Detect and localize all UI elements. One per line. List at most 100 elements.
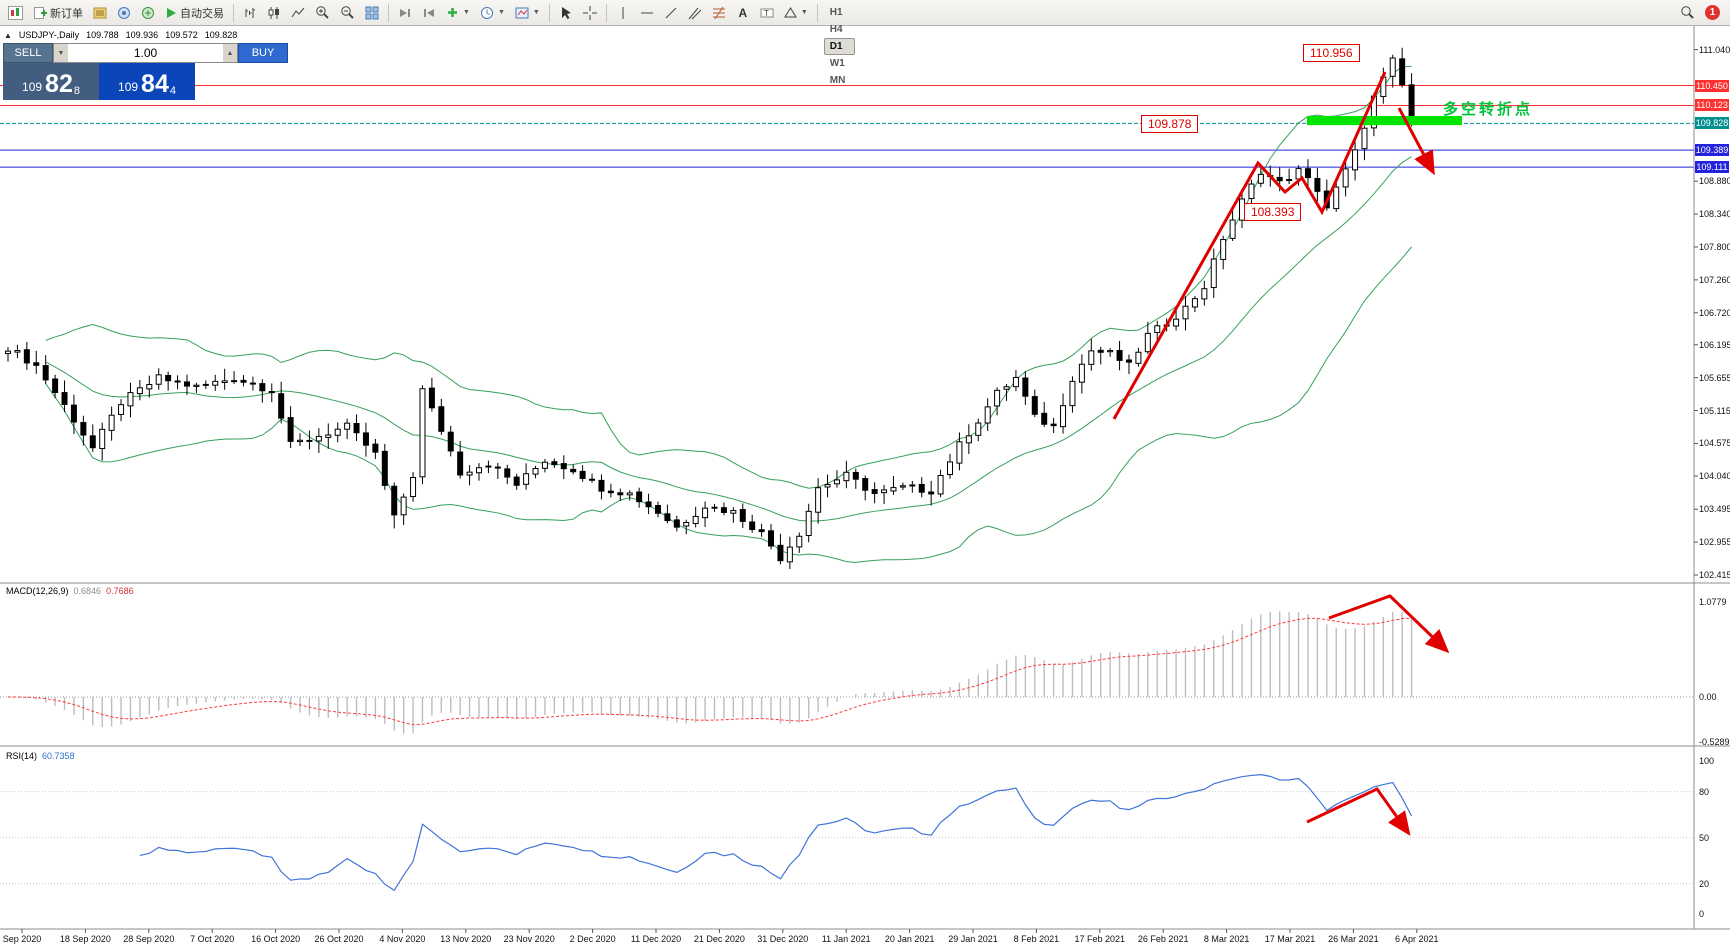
date-axis-label: 23 Nov 2020 xyxy=(503,934,555,944)
channel-tool-icon[interactable] xyxy=(684,3,706,23)
notification-badge[interactable]: 1 xyxy=(1705,5,1720,20)
buy-price-prefix: 109 xyxy=(118,80,139,94)
peak-price-annotation[interactable]: 110.956 xyxy=(1303,44,1360,62)
price-line-label: 110.450 xyxy=(1695,79,1729,92)
sell-button[interactable]: SELL xyxy=(3,43,53,63)
rsi-readout: RSI(14) 60.7358 xyxy=(6,751,75,761)
date-axis-label: 6 Apr 2021 xyxy=(1395,934,1439,944)
price-line-label: 110.123 xyxy=(1695,99,1729,112)
timeframe-button-h4[interactable]: H4 xyxy=(829,24,843,35)
rsi-value: 60.7358 xyxy=(42,751,75,761)
macd-scale-top: 1.0779 xyxy=(1699,597,1727,608)
timeframe-button-mn[interactable]: MN xyxy=(829,75,846,86)
chart-canvas xyxy=(0,26,1730,933)
date-axis-label: Sep 2020 xyxy=(2,934,42,944)
ohlc-close: 109.828 xyxy=(204,30,238,40)
crosshair-icon[interactable] xyxy=(579,3,601,23)
line-chart-icon[interactable] xyxy=(287,3,309,23)
dip-price-annotation[interactable]: 108.393 xyxy=(1244,203,1302,221)
toolbar-separator xyxy=(548,3,550,22)
sell-price-display[interactable]: 109 82 8 xyxy=(3,63,99,100)
periods-button[interactable]: ▼ xyxy=(476,3,509,23)
timeframe-button-h1[interactable]: H1 xyxy=(829,7,843,18)
templates-button[interactable]: ▼ xyxy=(511,3,544,23)
volume-input[interactable] xyxy=(68,44,223,62)
zoom-in-icon[interactable] xyxy=(311,3,334,23)
date-axis-label: 18 Sep 2020 xyxy=(59,934,111,944)
buy-price-display[interactable]: 109 84 4 xyxy=(99,63,195,100)
rsi-scale-0: 0 xyxy=(1699,909,1705,920)
text-tool-icon[interactable]: A xyxy=(738,5,748,20)
price-axis-tick: 105.115 xyxy=(1699,405,1730,416)
date-axis-label: 11 Dec 2020 xyxy=(630,934,682,944)
market-depth-icon[interactable] xyxy=(89,3,111,23)
date-axis-label: 17 Feb 2021 xyxy=(1074,934,1126,944)
chart-shift-icon[interactable] xyxy=(418,3,440,23)
volume-increase-button[interactable]: ▲ xyxy=(223,44,237,62)
auto-trading-button[interactable]: 自动交易 xyxy=(161,3,228,23)
fibonacci-tool-icon[interactable] xyxy=(708,3,730,23)
chart-area[interactable]: ▲ USDJPY-,Daily 109.788 109.936 109.572 … xyxy=(0,26,1730,950)
rsi-scale-20: 20 xyxy=(1699,878,1710,889)
shapes-tool-button[interactable]: ▼ xyxy=(780,3,812,23)
macd-scale-bottom: -0.5289 xyxy=(1699,737,1730,747)
timeframe-toolbar: M1M5M15M30H1H4D1W1MN xyxy=(823,0,856,89)
macd-signal-value: 0.7686 xyxy=(106,586,134,596)
trendline-tool-icon[interactable] xyxy=(660,3,682,23)
toolbar-right-group: 1 xyxy=(1676,3,1726,23)
zone-price-annotation[interactable]: 109.878 xyxy=(1141,115,1199,133)
date-axis-label: 17 Mar 2021 xyxy=(1264,934,1316,944)
buy-price-big: 84 xyxy=(141,70,169,98)
bar-chart-icon[interactable] xyxy=(239,3,261,23)
navigator-icon[interactable] xyxy=(113,3,135,23)
horizontal-line-tool-icon[interactable] xyxy=(636,3,658,23)
price-line-label: 109.389 xyxy=(1695,144,1729,157)
timeframe-button-m30[interactable]: M30 xyxy=(824,0,855,4)
timeframe-button-d1[interactable]: D1 xyxy=(823,38,856,55)
timeframe-button-w1[interactable]: W1 xyxy=(829,58,845,69)
buy-price-sup: 4 xyxy=(169,85,176,97)
date-axis-label: 8 Feb 2021 xyxy=(1013,934,1060,944)
macd-scale-zero: 0.00 xyxy=(1699,692,1717,702)
date-axis-label: 29 Jan 2021 xyxy=(948,934,998,944)
date-axis-label: 26 Feb 2021 xyxy=(1137,934,1189,944)
add-indicator-button[interactable]: ▼ xyxy=(442,3,474,23)
date-axis-label: 13 Nov 2020 xyxy=(440,934,492,944)
price-axis-tick: 102.955 xyxy=(1699,537,1730,548)
ohlc-open: 109.788 xyxy=(86,30,119,40)
ohlc-high: 109.936 xyxy=(125,30,159,40)
zoom-out-icon[interactable] xyxy=(336,3,359,23)
terminal-icon[interactable] xyxy=(137,3,159,23)
label-tool-icon[interactable]: T xyxy=(756,3,778,23)
date-axis-label: 26 Oct 2020 xyxy=(314,934,364,944)
price-axis-tick: 106.195 xyxy=(1699,339,1730,350)
rsi-label: RSI(14) xyxy=(6,751,38,761)
tile-windows-icon[interactable] xyxy=(361,3,383,23)
toolbar-separator xyxy=(816,3,818,22)
macd-hist-value: 0.6846 xyxy=(73,586,102,596)
volume-decrease-button[interactable]: ▼ xyxy=(54,44,68,62)
new-order-button[interactable]: 新订单 xyxy=(29,3,87,23)
date-axis-label: 31 Dec 2020 xyxy=(757,934,809,944)
date-axis-label: 26 Mar 2021 xyxy=(1328,934,1379,944)
auto-trading-label: 自动交易 xyxy=(180,7,224,20)
auto-scroll-icon[interactable] xyxy=(394,3,416,23)
price-axis-tick: 103.495 xyxy=(1699,504,1730,515)
search-icon[interactable] xyxy=(1676,3,1699,23)
ohlc-low: 109.572 xyxy=(165,30,198,40)
candlestick-icon[interactable] xyxy=(263,3,285,23)
sell-price-prefix: 109 xyxy=(22,80,43,94)
sell-price-sup: 8 xyxy=(73,85,80,97)
date-axis-label: 11 Jan 2021 xyxy=(821,934,871,944)
cursor-icon[interactable] xyxy=(555,3,577,23)
date-axis-label: 16 Oct 2020 xyxy=(251,934,301,944)
date-axis-label: 8 Mar 2021 xyxy=(1203,934,1250,944)
vertical-line-tool-icon[interactable] xyxy=(612,3,634,23)
sell-price-big: 82 xyxy=(45,70,73,98)
price-axis-tick: 106.720 xyxy=(1699,307,1730,318)
collapse-panel-icon[interactable]: ▲ xyxy=(4,30,12,40)
buy-button[interactable]: BUY xyxy=(238,43,288,63)
date-axis-label: 4 Nov 2020 xyxy=(379,934,426,944)
new-chart-icon[interactable] xyxy=(4,3,27,23)
turning-point-text[interactable]: 多空转折点 xyxy=(1443,101,1534,118)
